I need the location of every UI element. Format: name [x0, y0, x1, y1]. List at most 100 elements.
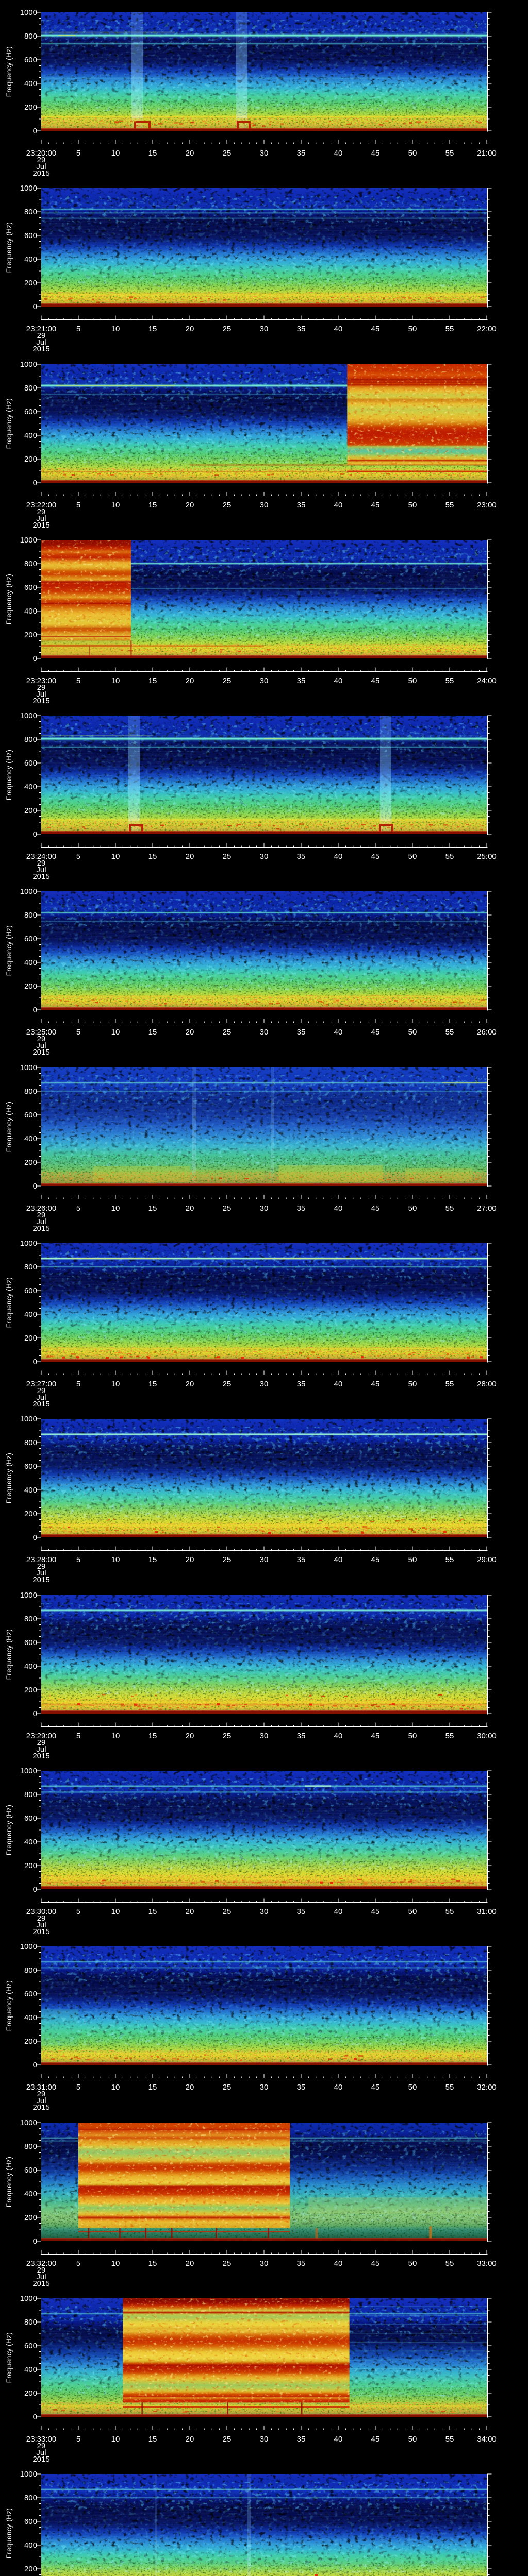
- svg-text:600: 600: [24, 1111, 37, 1120]
- svg-text:25: 25: [223, 1907, 232, 1916]
- svg-text:30: 30: [260, 852, 269, 861]
- svg-text:600: 600: [24, 56, 37, 64]
- svg-text:23:31:00: 23:31:00: [26, 2083, 56, 2092]
- svg-text:23:20:00: 23:20:00: [26, 149, 56, 158]
- svg-text:29: 29: [37, 1211, 46, 1219]
- svg-text:55: 55: [446, 149, 454, 158]
- svg-text:35: 35: [297, 2435, 306, 2444]
- svg-text:20: 20: [186, 2435, 194, 2444]
- svg-text:21:00: 21:00: [477, 149, 497, 158]
- svg-text:35: 35: [297, 1732, 306, 1740]
- svg-text:45: 45: [371, 1555, 380, 1564]
- svg-text:50: 50: [408, 1907, 417, 1916]
- svg-text:0: 0: [33, 479, 37, 487]
- svg-text:30: 30: [260, 1907, 269, 1916]
- svg-text:0: 0: [33, 1006, 37, 1014]
- svg-text:10: 10: [111, 149, 120, 158]
- svg-text:40: 40: [334, 1380, 343, 1388]
- svg-text:5: 5: [76, 1204, 80, 1213]
- svg-text:200: 200: [24, 1158, 37, 1167]
- svg-text:Frequency (Hz): Frequency (Hz): [5, 2157, 13, 2208]
- svg-text:23:28:00: 23:28:00: [26, 1555, 56, 1564]
- svg-text:800: 800: [24, 1087, 37, 1096]
- svg-text:25: 25: [223, 1028, 232, 1037]
- svg-text:5: 5: [76, 2259, 80, 2268]
- svg-text:600: 600: [24, 2342, 37, 2350]
- svg-text:23:25:00: 23:25:00: [26, 1028, 56, 1037]
- svg-text:23:33:00: 23:33:00: [26, 2435, 56, 2444]
- svg-text:30: 30: [260, 2083, 269, 2092]
- svg-text:40: 40: [334, 2259, 343, 2268]
- svg-text:25:00: 25:00: [477, 852, 497, 861]
- svg-text:1000: 1000: [20, 1591, 37, 1600]
- svg-text:Frequency (Hz): Frequency (Hz): [5, 1277, 13, 1328]
- svg-text:23:21:00: 23:21:00: [26, 325, 56, 333]
- svg-text:1000: 1000: [20, 2119, 37, 2127]
- svg-text:23:26:00: 23:26:00: [26, 1204, 56, 1213]
- svg-text:20: 20: [186, 1555, 194, 1564]
- svg-text:25: 25: [223, 325, 232, 333]
- svg-text:20: 20: [186, 1732, 194, 1740]
- svg-text:30: 30: [260, 325, 269, 333]
- svg-text:55: 55: [446, 501, 454, 510]
- svg-text:25: 25: [223, 501, 232, 510]
- svg-text:30: 30: [260, 1204, 269, 1213]
- svg-text:30: 30: [260, 1555, 269, 1564]
- svg-text:55: 55: [446, 852, 454, 861]
- svg-text:45: 45: [371, 1028, 380, 1037]
- svg-text:400: 400: [24, 2013, 37, 2022]
- svg-text:15: 15: [148, 852, 157, 861]
- svg-text:29: 29: [37, 1914, 46, 1923]
- svg-text:10: 10: [111, 1907, 120, 1916]
- svg-text:55: 55: [446, 676, 454, 685]
- svg-text:23:30:00: 23:30:00: [26, 1907, 56, 1916]
- svg-text:5: 5: [76, 1732, 80, 1740]
- svg-text:1000: 1000: [20, 1942, 37, 1951]
- svg-text:29: 29: [37, 1035, 46, 1043]
- svg-text:30:00: 30:00: [477, 1732, 497, 1740]
- svg-text:800: 800: [24, 208, 37, 216]
- svg-text:400: 400: [24, 1662, 37, 1671]
- svg-text:45: 45: [371, 325, 380, 333]
- svg-text:400: 400: [24, 1838, 37, 1846]
- svg-text:2015: 2015: [32, 1224, 50, 1231]
- svg-text:800: 800: [24, 1438, 37, 1447]
- svg-text:55: 55: [446, 1732, 454, 1740]
- svg-text:50: 50: [408, 501, 417, 510]
- svg-text:Frequency (Hz): Frequency (Hz): [5, 46, 13, 97]
- svg-text:24:00: 24:00: [477, 676, 497, 685]
- svg-text:40: 40: [334, 1732, 343, 1740]
- svg-text:2015: 2015: [32, 1575, 50, 1583]
- svg-text:35: 35: [297, 1028, 306, 1037]
- svg-text:32:00: 32:00: [477, 2083, 497, 2092]
- svg-text:15: 15: [148, 149, 157, 158]
- svg-text:15: 15: [148, 1907, 157, 1916]
- svg-text:0: 0: [33, 1182, 37, 1191]
- svg-text:25: 25: [223, 852, 232, 861]
- svg-text:400: 400: [24, 2190, 37, 2198]
- svg-text:40: 40: [334, 1907, 343, 1916]
- svg-text:10: 10: [111, 1028, 120, 1037]
- svg-text:200: 200: [24, 1861, 37, 1870]
- svg-text:600: 600: [24, 935, 37, 943]
- svg-text:23:24:00: 23:24:00: [26, 852, 56, 861]
- svg-text:30: 30: [260, 676, 269, 685]
- svg-text:Jul: Jul: [36, 1041, 46, 1050]
- svg-text:0: 0: [33, 1885, 37, 1894]
- svg-text:1000: 1000: [20, 2294, 37, 2303]
- svg-text:50: 50: [408, 149, 417, 158]
- svg-text:55: 55: [446, 1555, 454, 1564]
- svg-text:200: 200: [24, 1334, 37, 1343]
- svg-text:29: 29: [37, 507, 46, 516]
- svg-text:0: 0: [33, 1358, 37, 1366]
- svg-text:29: 29: [37, 331, 46, 340]
- svg-text:35: 35: [297, 1380, 306, 1388]
- svg-text:35: 35: [297, 325, 306, 333]
- svg-text:2015: 2015: [32, 2103, 50, 2110]
- svg-text:55: 55: [446, 2083, 454, 2092]
- svg-text:5: 5: [76, 501, 80, 510]
- svg-text:Jul: Jul: [36, 866, 46, 874]
- svg-text:23:22:00: 23:22:00: [26, 501, 56, 510]
- svg-text:400: 400: [24, 783, 37, 791]
- svg-text:800: 800: [24, 911, 37, 920]
